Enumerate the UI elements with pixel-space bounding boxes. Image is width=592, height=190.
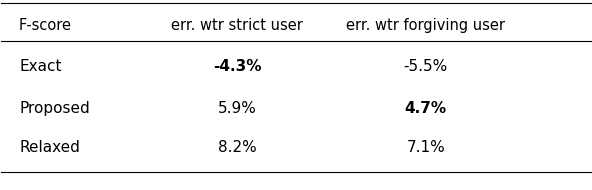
Text: F-score: F-score — [19, 18, 72, 33]
Text: Exact: Exact — [19, 59, 62, 74]
Text: 7.1%: 7.1% — [406, 140, 445, 155]
Text: -5.5%: -5.5% — [404, 59, 448, 74]
Text: Proposed: Proposed — [19, 101, 90, 116]
Text: -4.3%: -4.3% — [213, 59, 261, 74]
Text: err. wtr forgiving user: err. wtr forgiving user — [346, 18, 505, 33]
Text: err. wtr strict user: err. wtr strict user — [171, 18, 303, 33]
Text: 5.9%: 5.9% — [218, 101, 256, 116]
Text: 8.2%: 8.2% — [218, 140, 256, 155]
Text: Relaxed: Relaxed — [19, 140, 80, 155]
Text: 4.7%: 4.7% — [404, 101, 447, 116]
